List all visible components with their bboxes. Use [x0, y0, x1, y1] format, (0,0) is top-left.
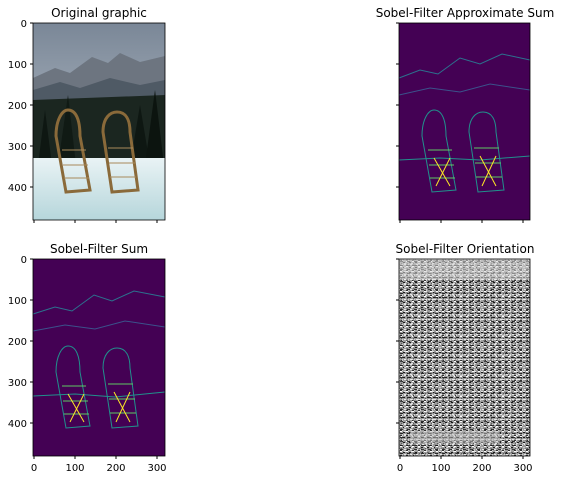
panel-sum: Sobel-Filter Sum 0 100 200 300	[0, 241, 280, 482]
x-tick-label: 100	[431, 463, 450, 474]
y-tick-label: 400	[8, 183, 27, 194]
y-tick-label: 200	[8, 101, 27, 112]
y-tick-label: 300	[8, 378, 27, 389]
x-tick-label: 0	[397, 463, 403, 474]
x-ticks-approx-sum	[399, 220, 524, 223]
orientation-image: 0 100 200 300	[396, 258, 533, 474]
sum-image: 0 100 200 300 400 0 100 200 300	[8, 255, 167, 474]
y-tick-label: 100	[8, 296, 27, 307]
y-ticks-sum: 0 100 200 300 400	[8, 255, 33, 430]
x-tick-label: 200	[106, 463, 125, 474]
original-photo: 0 100 200 300 400	[8, 19, 166, 223]
y-tick-label: 200	[8, 337, 27, 348]
y-tick-label: 100	[8, 60, 27, 71]
axes-frame	[32, 258, 166, 457]
x-tick-label: 200	[472, 463, 491, 474]
panel-approx-sum: Sobel-Filter Approximate Sum	[280, 0, 561, 240]
y-tick-label: 300	[8, 142, 27, 153]
x-tick-label: 100	[65, 463, 84, 474]
y-tick-label: 0	[21, 255, 27, 266]
axes-frame	[398, 258, 531, 457]
x-tick-label: 300	[147, 463, 166, 474]
panel-original-graphic: Original graphic	[0, 0, 280, 240]
y-ticks-original: 0 100 200 300 400	[8, 19, 33, 194]
axes-frame	[32, 22, 166, 221]
panel-title-orientation: Sobel-Filter Orientation	[395, 242, 535, 256]
panel-title-approx-sum: Sobel-Filter Approximate Sum	[375, 6, 555, 20]
panel-orientation: Sobel-Filter Orientation	[280, 241, 561, 482]
axes-frame	[398, 22, 531, 221]
x-ticks-original	[33, 220, 158, 223]
panel-title-original: Original graphic	[51, 6, 147, 20]
x-tick-label: 300	[513, 463, 532, 474]
x-ticks-orientation: 0 100 200 300	[397, 456, 533, 474]
x-tick-label: 0	[31, 463, 37, 474]
panel-title-sum: Sobel-Filter Sum	[49, 242, 149, 256]
y-tick-label: 0	[21, 19, 27, 30]
y-tick-label: 400	[8, 419, 27, 430]
y-ticks-orientation	[396, 258, 399, 424]
x-ticks-sum: 0 100 200 300	[31, 456, 167, 474]
approx-sum-image	[396, 22, 531, 223]
y-ticks-approx-sum	[396, 22, 399, 188]
